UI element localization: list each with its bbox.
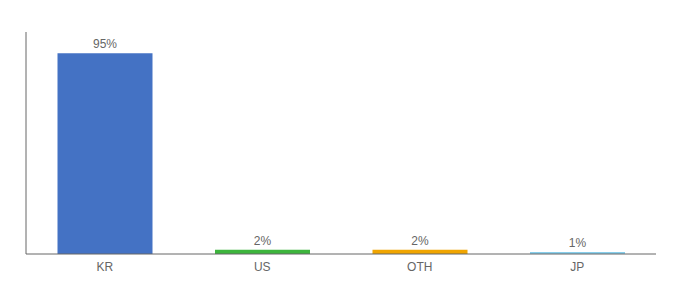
svg-text:US: US [254,260,271,274]
svg-text:OTH: OTH [407,260,432,274]
svg-text:JP: JP [570,260,584,274]
svg-text:1%: 1% [569,236,587,250]
svg-text:2%: 2% [254,234,272,248]
svg-text:95%: 95% [93,37,117,51]
svg-text:2%: 2% [411,234,429,248]
svg-text:KR: KR [96,260,113,274]
